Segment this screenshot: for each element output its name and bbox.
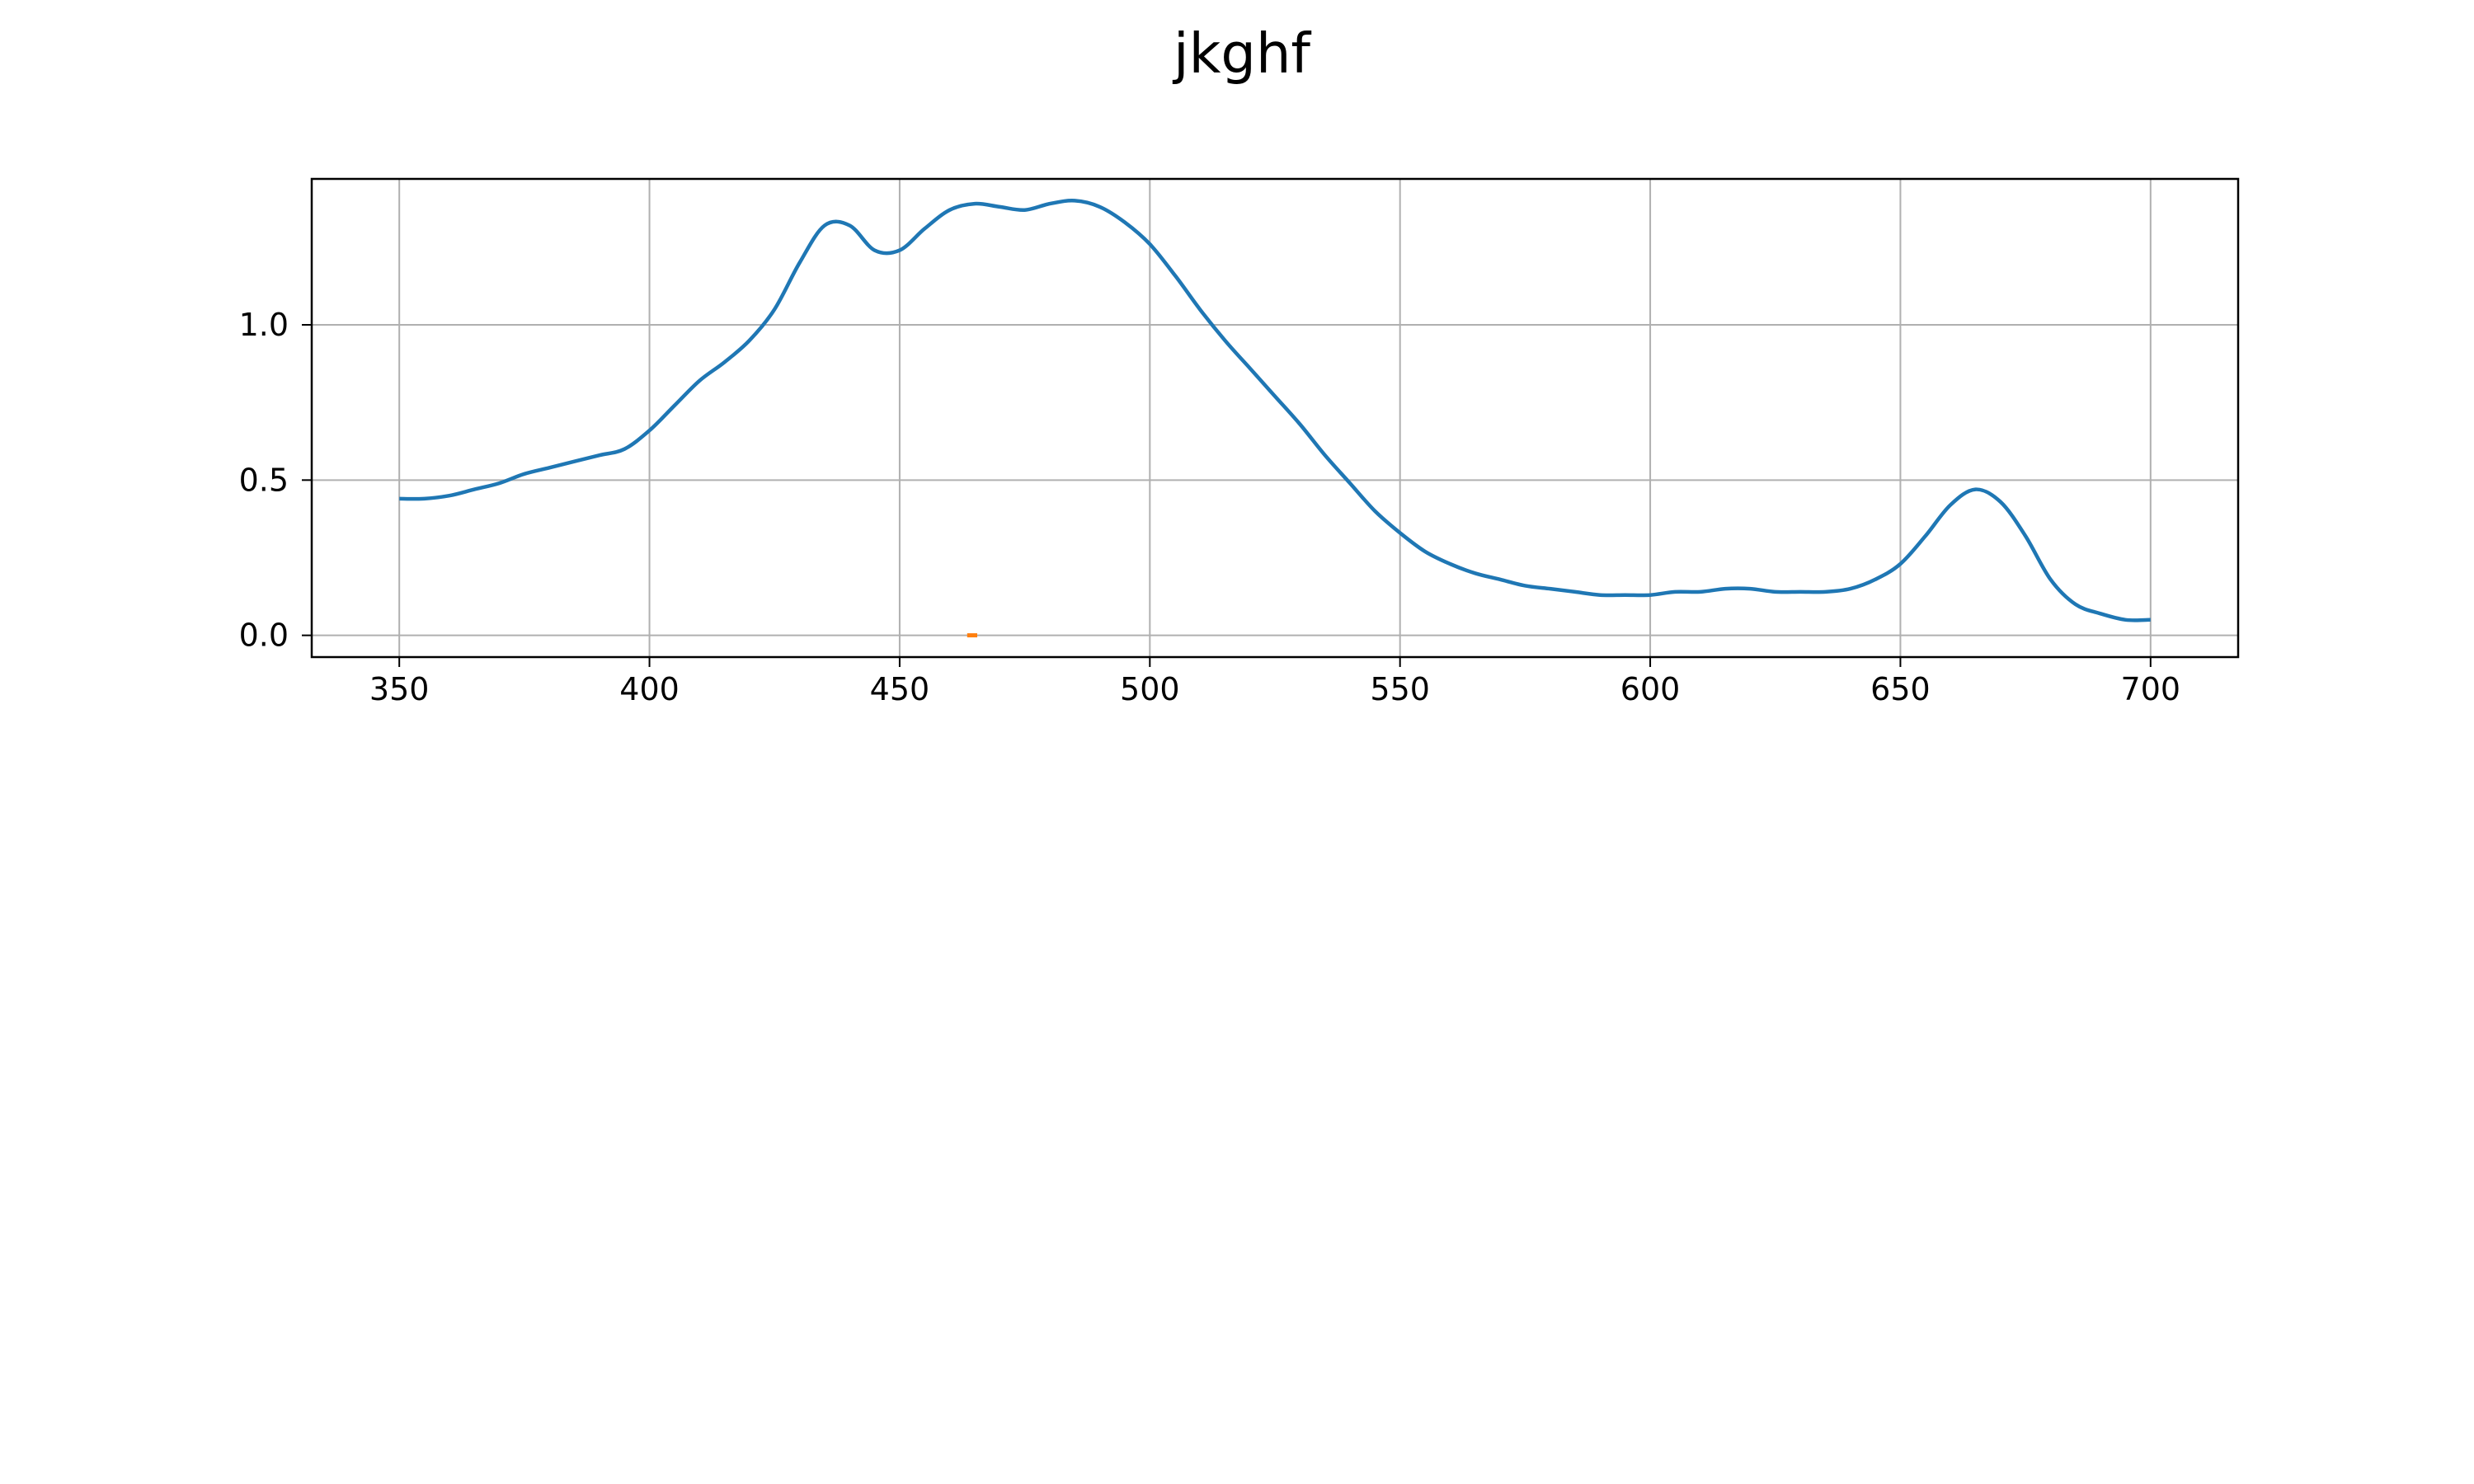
x-tick-label: 350 — [369, 671, 430, 707]
y-tick-label: 0.0 — [239, 618, 289, 654]
series-layer — [399, 199, 2151, 638]
x-tick-label: 600 — [1620, 671, 1681, 707]
y-tick-label: 0.5 — [239, 462, 289, 498]
axis-ticks: 350 400 450 500 550 600 650 700 0.0 0.5 1.0 — [239, 307, 2181, 707]
x-tick-label: 500 — [1120, 671, 1180, 707]
x-tick-label: 650 — [1870, 671, 1931, 707]
x-tick-label: 400 — [619, 671, 680, 707]
grid — [312, 179, 2238, 657]
y-tick-label: 1.0 — [239, 307, 289, 343]
chart-title: jkghf — [1172, 21, 1311, 86]
x-tick-label: 700 — [2121, 671, 2181, 707]
x-tick-label: 450 — [870, 671, 930, 707]
series-line-0 — [399, 199, 2151, 622]
x-tick-label: 550 — [1370, 671, 1430, 707]
plot-frame — [310, 177, 2240, 659]
